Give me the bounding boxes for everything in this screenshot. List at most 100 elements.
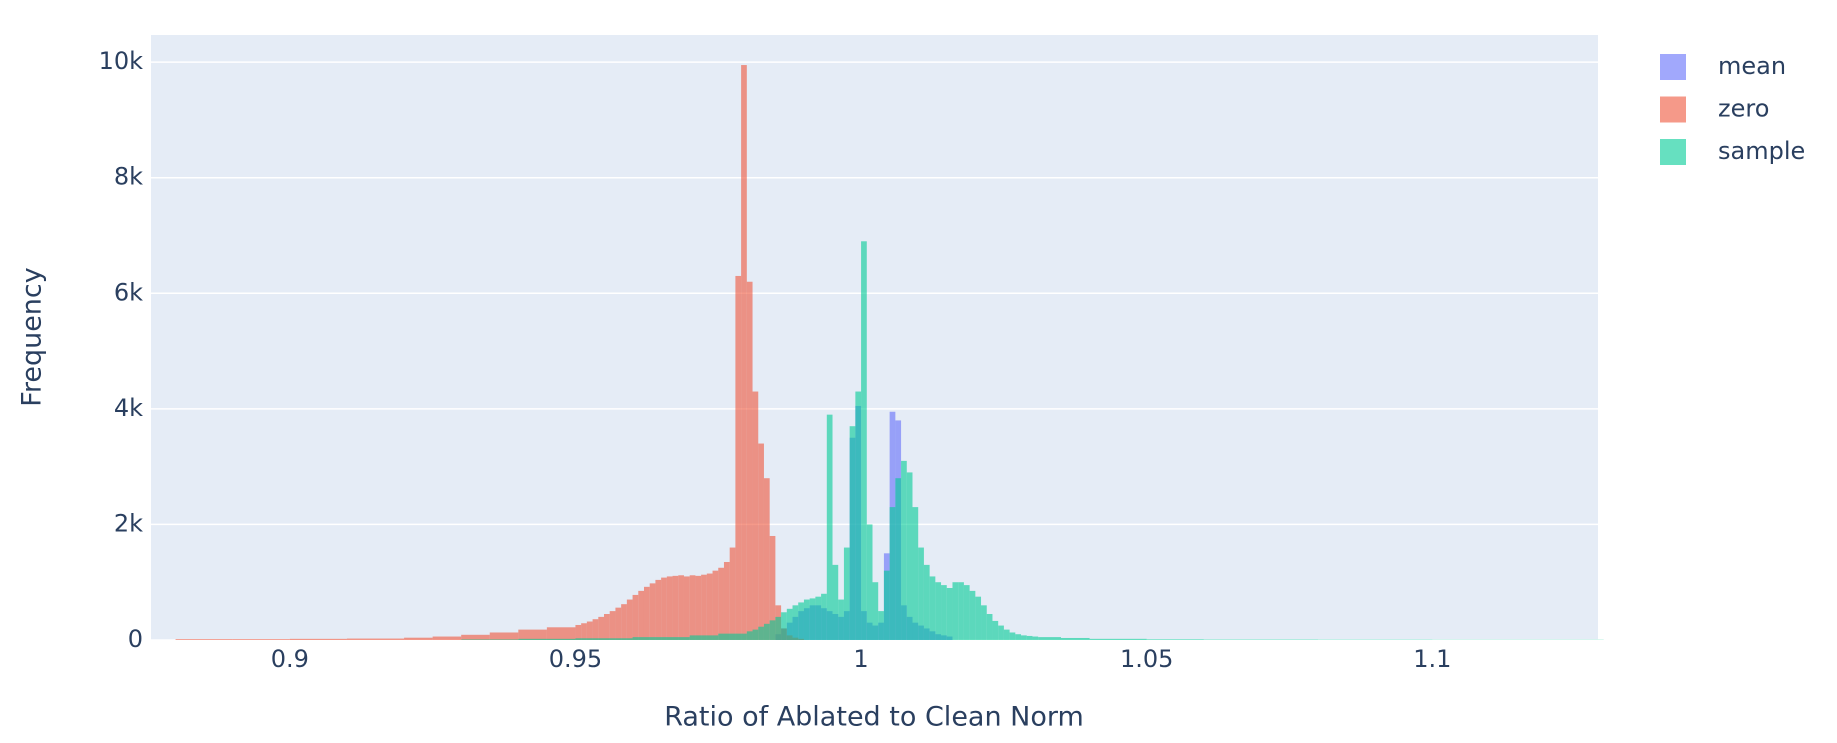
legend-swatch[interactable] — [1660, 139, 1686, 165]
histogram-bar — [723, 561, 730, 640]
histogram-bar — [1038, 637, 1062, 640]
legend-label[interactable]: mean — [1718, 52, 1786, 80]
y-tick-label: 8k — [114, 163, 143, 191]
histogram-bar — [763, 478, 770, 640]
histogram-bar — [712, 570, 719, 640]
histogram-bar — [609, 611, 616, 640]
histogram-bar — [975, 596, 982, 640]
histogram-bar — [769, 620, 776, 640]
x-tick-label: 1 — [853, 645, 868, 673]
histogram-bar — [729, 547, 736, 640]
histogram-bar — [683, 576, 690, 640]
histogram-bar — [958, 582, 964, 640]
histogram-bar — [786, 608, 793, 640]
histogram-bar — [1026, 635, 1033, 640]
histogram-bar — [346, 638, 405, 640]
histogram-bar — [695, 575, 702, 640]
histogram-bar — [866, 524, 873, 640]
histogram-bar — [963, 585, 970, 640]
histogram-bar — [758, 626, 764, 640]
histogram-bar — [678, 575, 684, 640]
histogram-bar — [792, 605, 799, 640]
histogram-bar — [935, 582, 942, 640]
histogram-bar — [838, 599, 844, 640]
histogram-bar — [1061, 637, 1090, 640]
histogram-bar — [1021, 635, 1027, 640]
histogram-bar — [969, 590, 976, 640]
histogram-bar — [1032, 636, 1039, 640]
histogram-bar — [175, 639, 233, 640]
histogram-bar — [849, 426, 856, 640]
histogram-bar — [889, 507, 896, 640]
histogram-bar — [1089, 638, 1147, 640]
histogram-bar — [1009, 632, 1016, 640]
histogram-bar — [815, 596, 822, 640]
legend-item[interactable]: zero — [1660, 95, 1769, 123]
histogram-bar — [981, 605, 987, 640]
histogram-bar — [803, 599, 810, 640]
histogram-bar — [575, 624, 582, 640]
histogram-bar — [861, 241, 867, 640]
histogram-bar — [706, 573, 713, 640]
histogram-bar — [883, 570, 890, 640]
histogram-bar — [586, 621, 593, 640]
histogram-bar — [546, 627, 576, 640]
histogram-bar — [746, 281, 753, 640]
legend-swatch[interactable] — [1660, 96, 1686, 123]
histogram-bar — [769, 535, 776, 640]
histogram-bar — [901, 460, 907, 640]
histogram-bar — [752, 391, 759, 640]
y-tick-label: 6k — [114, 278, 143, 306]
histogram-bar — [809, 598, 816, 640]
histogram-bar — [689, 635, 719, 640]
histogram-bar — [952, 582, 959, 640]
histogram-bar — [992, 620, 999, 640]
histogram-bar — [781, 612, 787, 640]
legend-label[interactable]: zero — [1718, 95, 1769, 123]
histogram-bar — [666, 576, 673, 640]
histogram-bar — [775, 616, 782, 640]
legend-swatch[interactable] — [1660, 54, 1686, 80]
histogram-bar — [821, 593, 827, 640]
histogram-bar — [895, 478, 902, 640]
histogram-bar — [489, 632, 519, 640]
plot-background — [151, 35, 1598, 640]
histogram-bar — [758, 443, 764, 640]
histogram-bar — [626, 599, 633, 640]
histogram-bar — [1146, 639, 1204, 640]
histogram-bar — [604, 613, 610, 640]
histogram-bar — [289, 638, 347, 640]
histogram-bar — [1015, 634, 1022, 640]
histogram-bar — [798, 602, 804, 640]
y-axis-title: Frequency — [17, 267, 48, 407]
histogram-bar — [632, 594, 639, 640]
histogram-bar — [461, 634, 490, 640]
histogram-bar — [581, 623, 587, 640]
histogram-bar — [906, 472, 913, 640]
y-tick-label: 0 — [128, 625, 143, 653]
x-tick-label: 0.95 — [549, 645, 602, 673]
histogram-bar — [621, 604, 627, 640]
histogram-bar — [575, 638, 633, 640]
histogram-bar — [689, 575, 696, 640]
y-tick-label: 4k — [114, 394, 143, 422]
histogram-bar — [592, 619, 599, 640]
histogram-bar — [826, 414, 833, 640]
histogram-bar — [232, 639, 290, 640]
legend: mean zero sample — [1660, 52, 1805, 165]
legend-label[interactable]: sample — [1718, 137, 1805, 165]
bars — [175, 65, 1604, 641]
histogram-bar — [878, 611, 884, 640]
y-tick-label: 10k — [99, 47, 144, 75]
histogram-bar — [404, 637, 433, 640]
histogram-bar — [746, 631, 753, 640]
histogram-bar — [832, 564, 839, 640]
histogram-bar — [929, 576, 936, 640]
histogram-bar — [655, 579, 662, 640]
histogram-bar — [763, 623, 770, 640]
histogram-bar — [912, 507, 919, 640]
histogram-bar — [632, 637, 690, 640]
legend-item[interactable]: mean — [1660, 52, 1786, 80]
legend-item[interactable]: sample — [1660, 137, 1805, 165]
histogram-bar — [638, 590, 644, 640]
